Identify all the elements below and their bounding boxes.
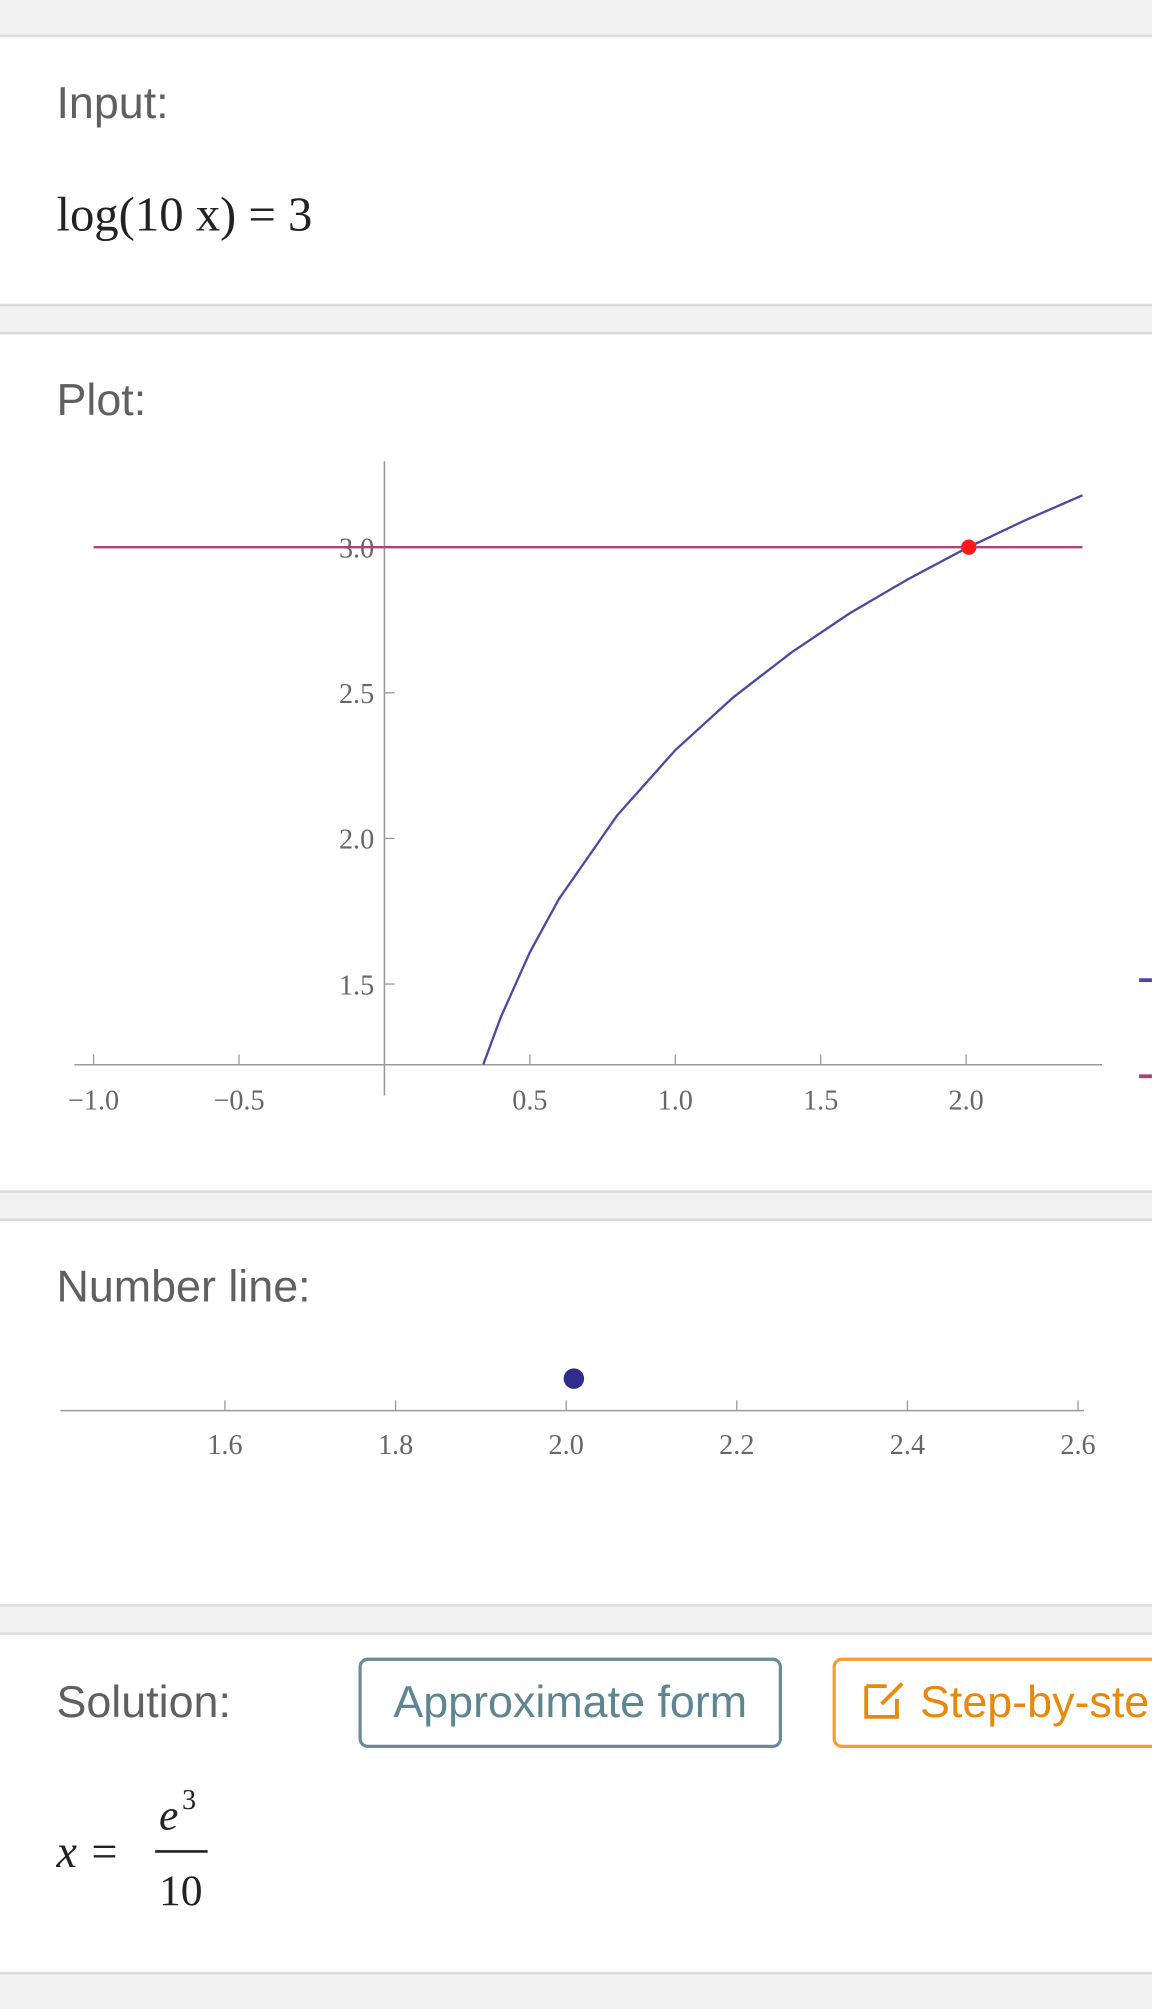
button-frame[interactable] [358,1657,782,1748]
x-tick-label: 1.5 [803,1086,838,1117]
y-tick-label: 2.0 [339,825,374,856]
x-tick-label: 1.6 [207,1430,242,1461]
x-tick-label: −1.0 [68,1086,119,1117]
x-tick-label: 2.6 [1060,1430,1095,1461]
x-tick-label: 2.4 [890,1430,925,1461]
solution-denominator: 10 [159,1867,203,1915]
edit-icon[interactable] [864,1682,904,1719]
y-tick-label: 2.5 [339,679,374,710]
input-card [0,34,1152,307]
section-label: Input: [56,77,168,128]
plot-card [0,331,1152,1193]
number-line-card [0,1218,1152,1607]
solution-point [563,1368,585,1389]
button-frame[interactable] [832,1657,1152,1748]
solution-numerator: e [159,1792,178,1840]
x-tick-label: 0.5 [512,1086,547,1117]
x-tick-label: 1.0 [658,1086,693,1117]
approximate-form-button[interactable]: Approximate form [358,1657,782,1748]
section-label: Solution: [56,1676,230,1727]
y-tick-label: 3.0 [339,533,374,564]
number-line: 1.6 1.8 2.0 2.2 2.4 2.6 [60,1368,1096,1461]
input-expression: log(10 x) = 3 [56,188,312,242]
section-label: Plot: [56,374,146,425]
solution-point [961,539,977,555]
step-by-step-button[interactable]: Step-by-step [832,1657,1152,1748]
y-tick-label: 1.5 [339,970,374,1001]
section-label: Number line: [56,1261,310,1312]
solution-lhs: x = [55,1826,119,1877]
x-tick-label: 2.0 [549,1430,584,1461]
plot: −1.0 −0.5 0.5 1.0 1.5 2.0 1.5 2.0 2.5 3.0 [68,461,1102,1117]
x-tick-label: 2.0 [949,1086,984,1117]
x-tick-label: −0.5 [213,1086,264,1117]
solution-exponent: 3 [182,1785,196,1816]
x-tick-label: 2.2 [719,1430,754,1461]
button-label[interactable]: Approximate form [393,1676,747,1727]
button-label[interactable]: Step-by-step [920,1676,1152,1727]
x-tick-label: 1.8 [378,1430,413,1461]
